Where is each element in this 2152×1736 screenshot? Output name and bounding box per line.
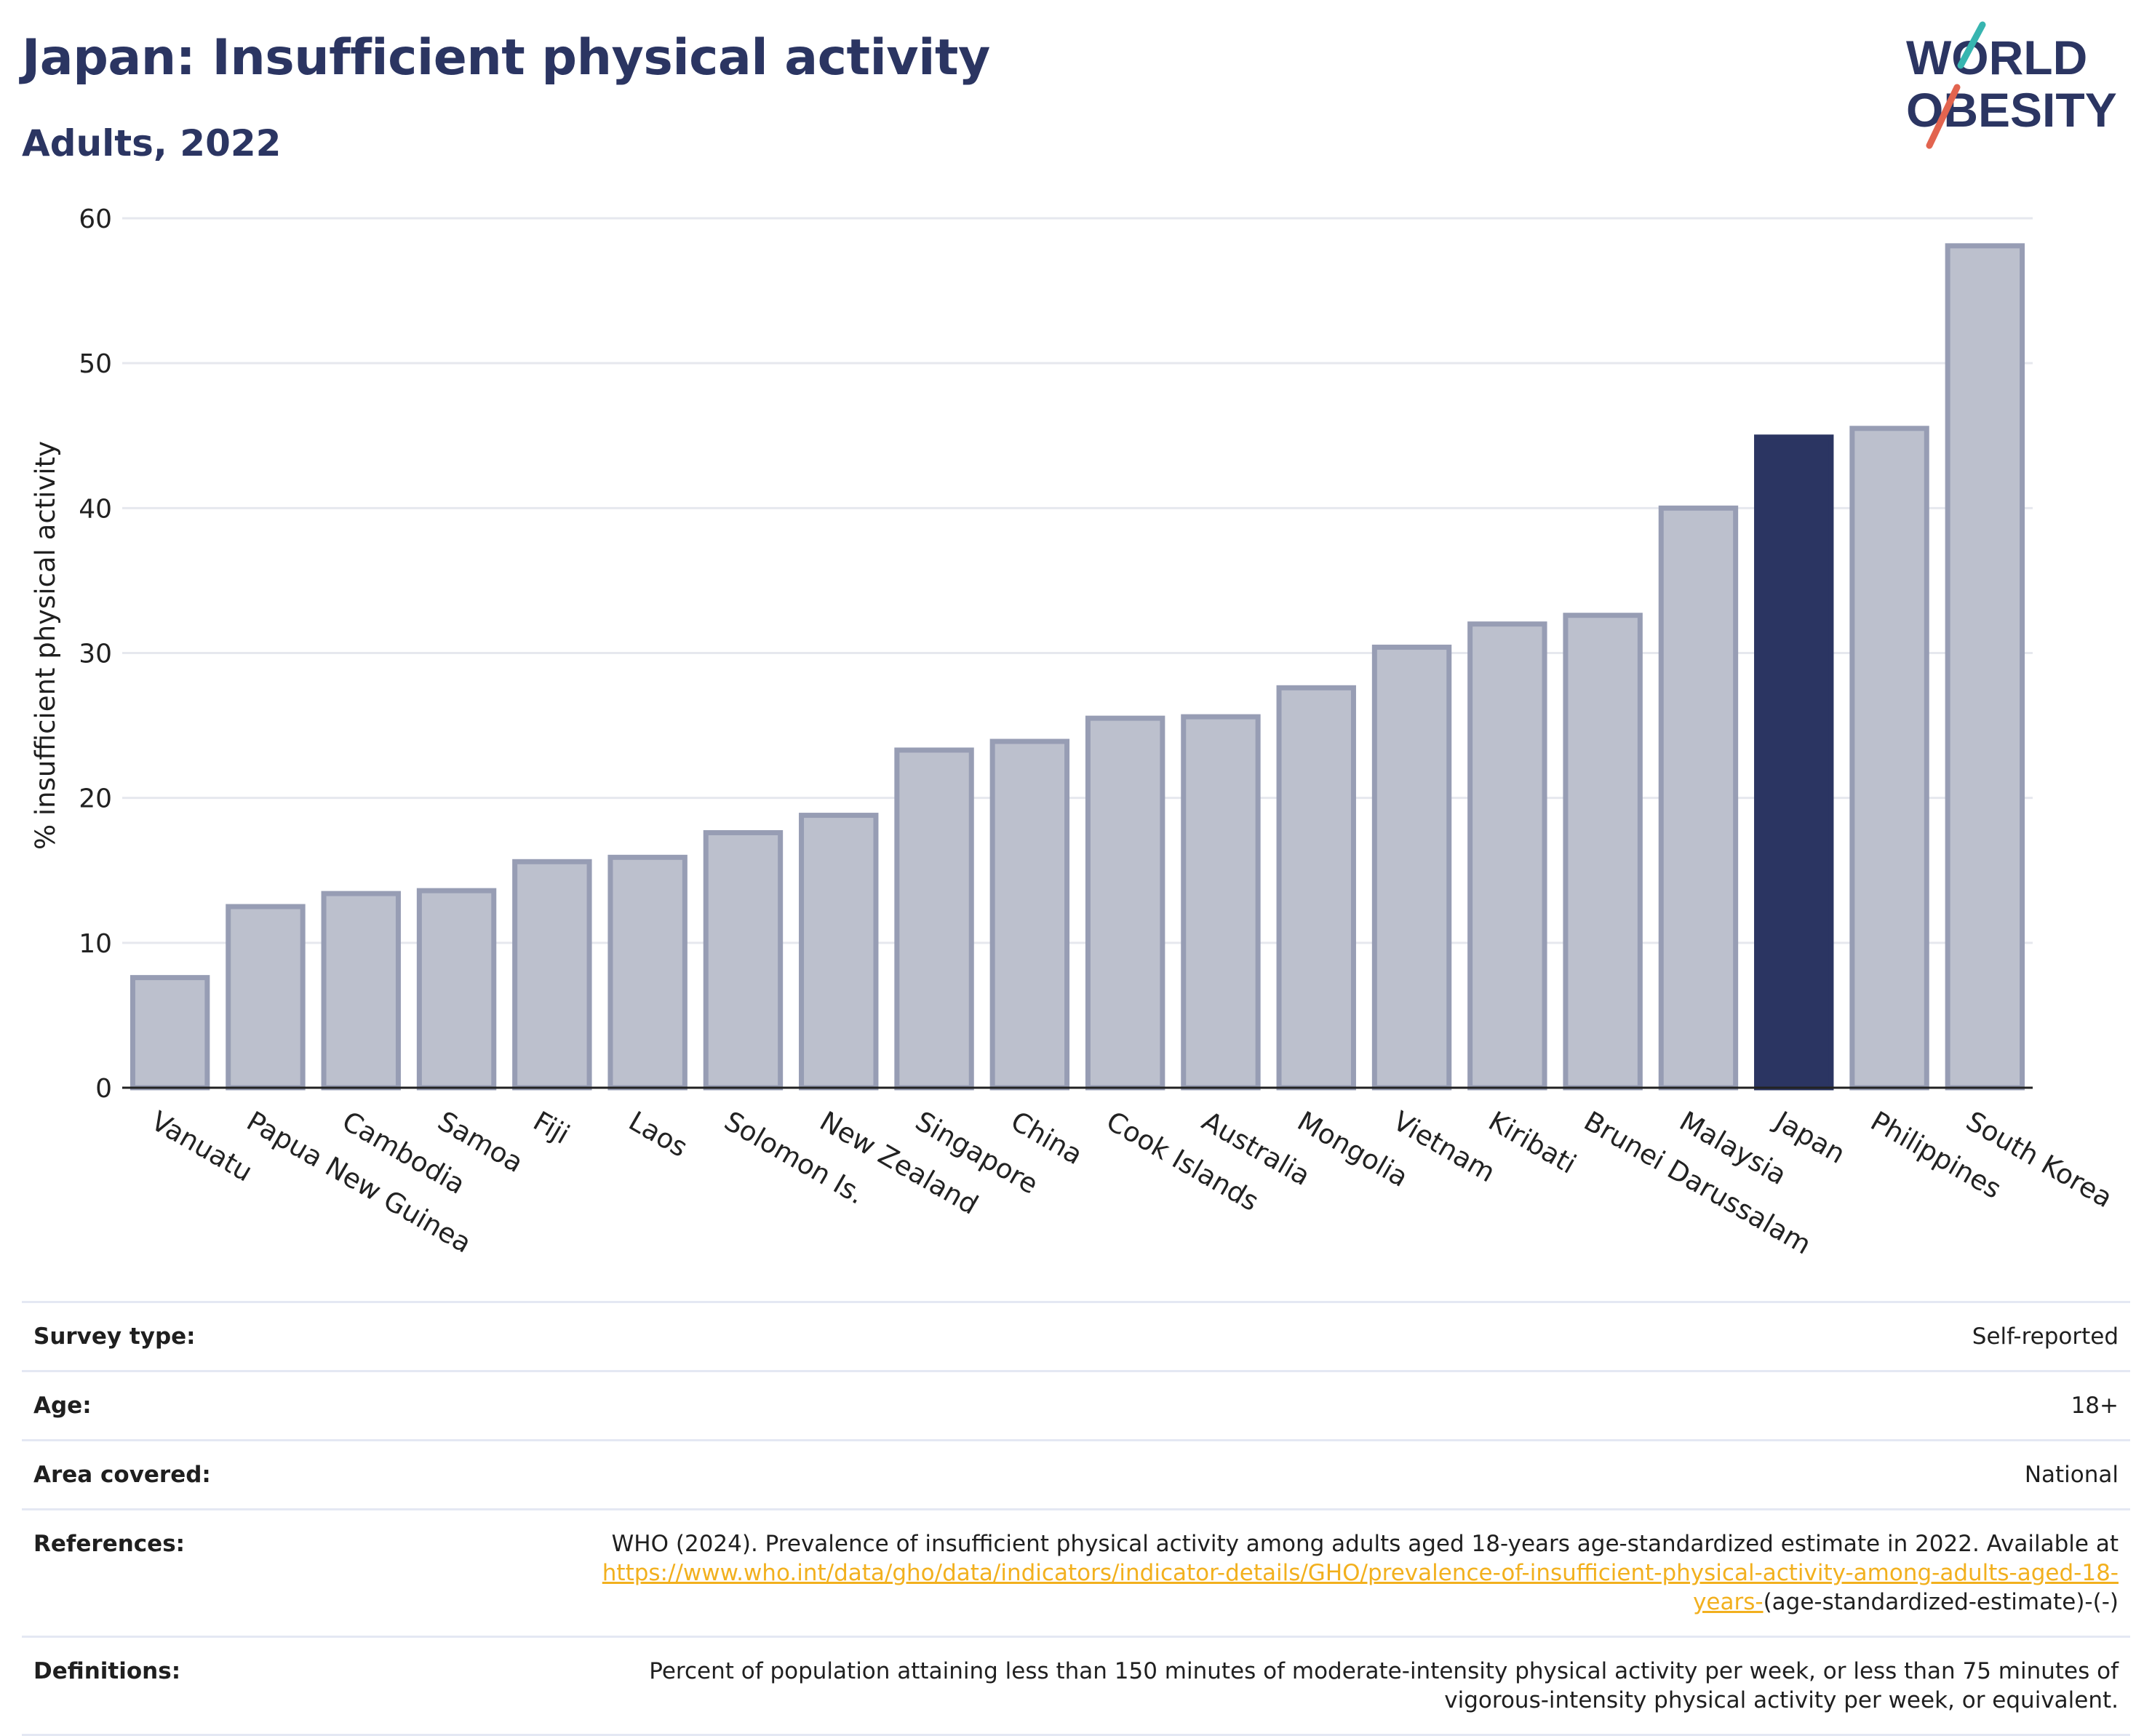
x-tick-label: Vanuatu — [146, 1105, 258, 1188]
x-tick-label: Laos — [623, 1105, 693, 1163]
bar-china[interactable] — [989, 738, 1070, 1091]
bar-brunei-darussalam[interactable] — [1563, 613, 1643, 1091]
bar-cambodia[interactable] — [321, 891, 401, 1091]
bar-fiji[interactable] — [512, 859, 592, 1091]
logo-line-1: WORLD — [1906, 31, 2087, 84]
references-link[interactable]: https://www.who.int/data/gho/data/indica… — [602, 1560, 2119, 1615]
bar-australia[interactable] — [1181, 714, 1261, 1091]
x-tick-label: Fiji — [528, 1105, 575, 1150]
bar-mongolia[interactable] — [1276, 685, 1356, 1091]
y-tick-label: 0 — [95, 1074, 112, 1104]
age-row: Age: 18+ — [22, 1370, 2130, 1439]
bar-samoa[interactable] — [416, 888, 497, 1091]
bar-papua-new-guinea[interactable] — [226, 904, 306, 1091]
logo-slash-teal — [1957, 21, 1986, 69]
world-obesity-logo[interactable]: WORLD OBESITY — [1892, 15, 2139, 153]
bar-kiribati[interactable] — [1467, 621, 1547, 1091]
bar-new-zealand[interactable] — [799, 813, 879, 1091]
definitions-value: Percent of population attaining less tha… — [649, 1658, 2119, 1713]
bar-cook-islands[interactable] — [1085, 715, 1165, 1091]
bar-south-korea[interactable] — [1945, 243, 2025, 1091]
area-covered-row: Area covered: National — [22, 1439, 2130, 1508]
bar-laos[interactable] — [607, 854, 688, 1091]
y-tick-label: 40 — [79, 494, 112, 524]
chart-title: Japan: Insufficient physical activity — [22, 29, 990, 87]
bar-japan[interactable] — [1754, 434, 1834, 1091]
area-covered-value: National — [2024, 1462, 2119, 1488]
y-tick-label: 50 — [79, 349, 112, 379]
bar-solomon-is[interactable] — [703, 829, 784, 1091]
y-axis-ticks: 0 10 20 30 40 50 60 — [79, 204, 112, 1104]
bars — [129, 243, 2025, 1091]
chart-subtitle: Adults, 2022 — [22, 122, 282, 164]
references-suffix: (age-standardized-estimate)-(-) — [1763, 1589, 2119, 1615]
logo-slash-red — [1926, 84, 1961, 149]
area-covered-label: Area covered: — [33, 1462, 211, 1488]
y-tick-label: 20 — [79, 784, 112, 814]
x-tick-label: New Zealand — [815, 1105, 984, 1221]
age-value: 18+ — [2071, 1393, 2119, 1419]
grid-lines — [122, 217, 2033, 944]
y-axis-title: % insufficient physical activity — [30, 440, 61, 851]
y-tick-label: 60 — [79, 204, 112, 234]
references-label: References: — [33, 1531, 186, 1557]
y-tick-label: 10 — [79, 929, 112, 959]
survey-type-label: Survey type: — [33, 1323, 196, 1350]
definitions-row: Definitions: Percent of population attai… — [22, 1636, 2130, 1736]
references-text: WHO (2024). Prevalence of insufficient p… — [611, 1531, 2119, 1557]
bar-malaysia[interactable] — [1658, 505, 1739, 1091]
definitions-label: Definitions: — [33, 1658, 181, 1684]
x-tick-label: Kiribati — [1483, 1105, 1582, 1180]
bar-vanuatu[interactable] — [129, 975, 210, 1091]
survey-type-row: Survey type: Self-reported — [22, 1301, 2130, 1370]
survey-type-value: Self-reported — [1972, 1323, 2119, 1350]
bar-singapore[interactable] — [894, 747, 974, 1091]
bar-vietnam[interactable] — [1371, 645, 1452, 1091]
age-label: Age: — [33, 1393, 92, 1419]
references-value: WHO (2024). Prevalence of insufficient p… — [554, 1529, 2119, 1617]
references-row: References: WHO (2024). Prevalence of in… — [22, 1508, 2130, 1636]
metadata-table: Survey type: Self-reported Age: 18+ Area… — [22, 1301, 2130, 1736]
y-tick-label: 30 — [79, 640, 112, 669]
bar-philippines[interactable] — [1849, 426, 1929, 1091]
